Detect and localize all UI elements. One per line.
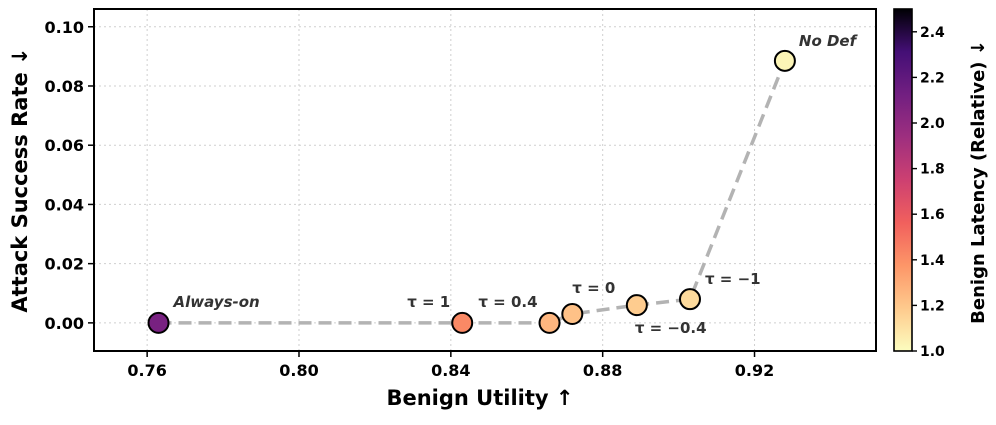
colorbar-tick-label: 2.2	[920, 70, 945, 86]
y-tick-label: 0.04	[45, 195, 84, 214]
y-tick-label: 0.00	[45, 314, 84, 333]
colorbar-ticks: 1.0 1.2 1.4 1.6 1.8 2.0 2.2 2.4	[912, 25, 945, 360]
y-tick-label: 0.08	[45, 77, 84, 96]
x-tick-label: 0.92	[735, 361, 774, 380]
colorbar-tick-label: 1.6	[920, 207, 945, 223]
y-axis-ticks: 0.00 0.02 0.04 0.06 0.08 0.10	[45, 18, 94, 333]
connect-line-group	[158, 60, 787, 325]
colorbar-tick-label: 1.2	[920, 298, 945, 314]
colorbar	[893, 8, 913, 352]
data-point	[678, 288, 701, 311]
x-tick-label: 0.84	[431, 361, 470, 380]
colorbar-tick-label: 2.0	[920, 116, 945, 132]
point-label: τ = −0.4	[635, 319, 707, 337]
data-points	[147, 49, 796, 334]
colorbar-tick-label: 1.8	[920, 162, 945, 178]
connect-line	[158, 60, 787, 325]
x-tick-label: 0.88	[583, 361, 622, 380]
x-axis-ticks: 0.76 0.80 0.84 0.88 0.92	[127, 351, 774, 380]
x-tick-label: 0.80	[279, 361, 318, 380]
data-point	[451, 311, 474, 334]
point-label: τ = 0.4	[478, 293, 537, 311]
plot-frame	[93, 8, 877, 352]
colorbar-tick-label: 1.0	[920, 344, 945, 360]
colorbar-tick-label: 2.4	[920, 25, 945, 41]
data-point	[773, 49, 796, 72]
data-point	[147, 311, 170, 334]
point-labels: Always-on τ = 1 τ = 0.4 τ = 0 τ = −0.4 τ = −1…	[173, 32, 859, 337]
x-tick-label: 0.76	[127, 361, 166, 380]
point-label: τ = −1	[705, 270, 761, 288]
point-label: No Def	[799, 32, 859, 50]
x-axis-label: Benign Utility ↑	[386, 386, 573, 410]
y-tick-label: 0.02	[45, 255, 84, 274]
point-label: τ = 0	[572, 279, 615, 297]
y-tick-label: 0.10	[45, 18, 84, 37]
colorbar-label: Benign Latency (Relative) ↓	[968, 40, 989, 324]
point-label: Always-on	[173, 293, 260, 311]
data-point	[561, 302, 584, 325]
point-label: τ = 1	[407, 293, 450, 311]
y-tick-label: 0.06	[45, 136, 84, 155]
data-point	[625, 294, 648, 317]
y-axis-label: Attack Success Rate ↓	[8, 47, 32, 312]
data-point	[538, 311, 561, 334]
colorbar-tick-label: 1.4	[920, 253, 945, 269]
